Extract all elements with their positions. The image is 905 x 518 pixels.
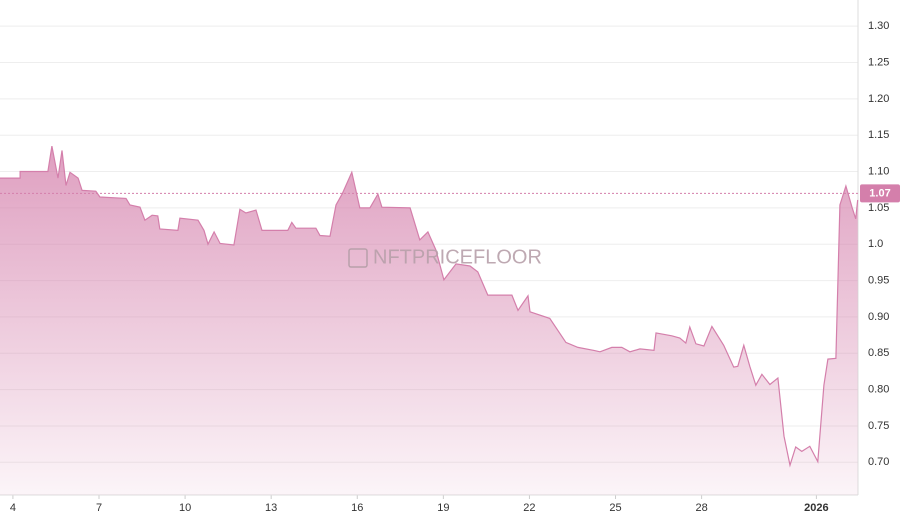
price-line	[0, 145, 859, 468]
y-tick-label: 1.15	[868, 129, 889, 141]
y-tick-label: 0.85	[868, 347, 889, 359]
y-tick-label: 0.90	[868, 311, 889, 323]
y-tick-label: 0.70	[868, 456, 889, 468]
x-tick-label: 25	[609, 502, 621, 514]
y-tick-label: 1.05	[868, 202, 889, 214]
x-tick-label: 2026	[804, 502, 828, 514]
watermark-text: NFTPRICEFLOOR	[373, 246, 542, 268]
x-tick-label: 7	[96, 502, 102, 514]
x-tick-label: 4	[10, 502, 16, 514]
y-tick-label: 0.95	[868, 274, 889, 286]
y-tick-label: 1.30	[868, 20, 889, 32]
y-tick-label: 0.75	[868, 420, 889, 432]
y-tick-label: 1.10	[868, 165, 889, 177]
y-tick-label: 0.80	[868, 384, 889, 396]
x-tick-label: 19	[437, 502, 449, 514]
last-price-box	[860, 184, 900, 203]
x-tick-label: 16	[351, 502, 363, 514]
y-tick-label: 1.0	[868, 238, 883, 250]
watermark: NFTPRICEFLOOR	[348, 246, 542, 268]
y-tick-label: 1.25	[868, 56, 889, 68]
x-tick-label: 22	[523, 502, 535, 514]
last-price-label: 1.07	[869, 187, 890, 199]
area-fill	[0, 146, 858, 495]
x-tick-label: 10	[179, 502, 191, 514]
x-tick-label: 28	[695, 502, 707, 514]
y-tick-label: 1.20	[868, 93, 889, 105]
x-tick-label: 13	[265, 502, 277, 514]
